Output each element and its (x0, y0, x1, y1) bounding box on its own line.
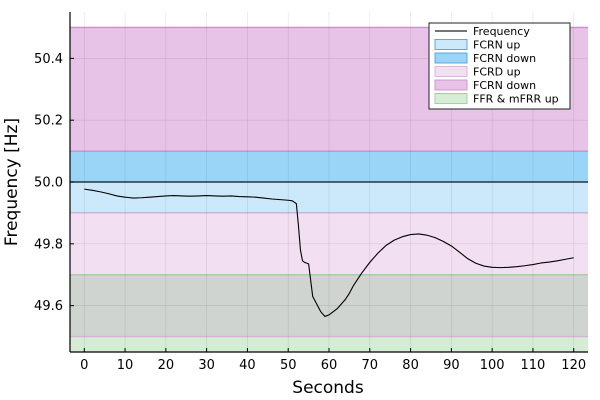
x-tick-label-0: 0 (80, 358, 88, 373)
y-tick-label-1: 49.8 (34, 237, 63, 252)
x-tick-label-7: 70 (362, 358, 379, 373)
x-axis-title: Seconds (292, 378, 364, 398)
x-tick-label-9: 90 (443, 358, 460, 373)
legend-swatch-5 (434, 93, 468, 104)
x-tick-label-3: 30 (198, 358, 215, 373)
tick-layer: 0 10 20 30 40 50 60 70 80 90 100 110 120 49.6 49.8 50.0… (34, 52, 586, 373)
x-tick-label-5: 50 (280, 358, 297, 373)
series-layer (84, 188, 574, 317)
legend-label-2: FCRN down (473, 52, 536, 65)
y-axis-title: Frequency [Hz] (2, 118, 22, 246)
band-1 (70, 151, 588, 182)
band-overlap (70, 274, 588, 337)
legend-label-4: FCRN down (473, 79, 536, 92)
legend-label-3: FCRD up (473, 66, 521, 79)
legend-label-5: FFR & mFRR up (473, 93, 559, 106)
legend-swatch-3 (434, 66, 468, 77)
x-tick-label-10: 100 (480, 358, 505, 373)
y-tick-label-4: 50.4 (34, 52, 63, 67)
legend-swatch-1 (434, 39, 468, 50)
x-tick-label-2: 20 (158, 358, 175, 373)
band-0 (70, 182, 588, 213)
legend-swatch-2 (434, 52, 468, 64)
y-tick-label-2: 50.0 (34, 176, 63, 191)
legend-swatch-4 (434, 79, 468, 91)
x-tick-label-12: 120 (561, 358, 586, 373)
y-tick-label-0: 49.6 (34, 299, 63, 314)
x-tick-label-11: 110 (521, 358, 546, 373)
y-tick-label-3: 50.2 (34, 114, 63, 129)
legend-label-1: FCRN up (473, 39, 520, 52)
x-tick-label-1: 10 (117, 358, 134, 373)
series-line-0 (84, 188, 574, 317)
x-tick-label-8: 80 (402, 358, 419, 373)
legend-label-0: Frequency (473, 25, 530, 38)
x-tick-label-4: 40 (239, 358, 256, 373)
x-tick-label-6: 60 (321, 358, 338, 373)
